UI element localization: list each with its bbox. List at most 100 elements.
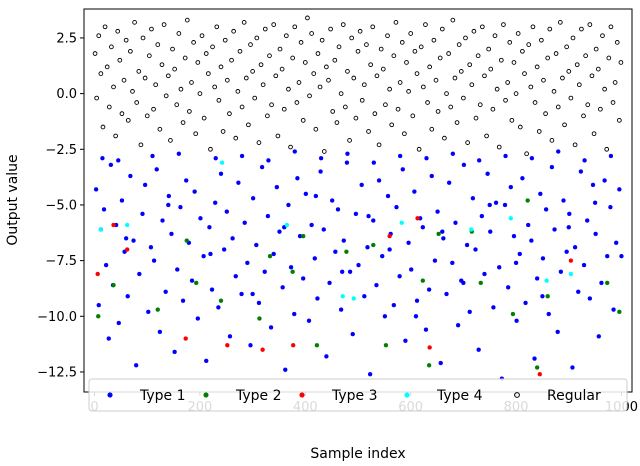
data-point: [427, 345, 432, 350]
data-point: [227, 111, 232, 117]
data-point: [572, 245, 578, 250]
data-point: [544, 278, 549, 283]
data-point: [328, 26, 333, 32]
data-point: [212, 84, 218, 90]
data-point: [198, 216, 203, 221]
data-point: [138, 142, 144, 148]
legend-entry: Type 2: [203, 388, 282, 404]
data-point: [267, 53, 272, 59]
data-point: [453, 220, 458, 225]
data-point: [169, 231, 174, 237]
data-point: [394, 204, 399, 210]
data-point: [471, 28, 477, 34]
legend-label: Type 2: [235, 388, 282, 404]
data-point: [111, 84, 116, 90]
data-point: [539, 37, 544, 43]
data-point: [324, 354, 329, 359]
data-point: [564, 249, 569, 254]
data-point: [532, 356, 537, 361]
data-point: [315, 51, 321, 56]
data-point: [218, 298, 224, 303]
data-point: [151, 258, 157, 263]
series-5: [92, 15, 624, 157]
data-point: [265, 113, 270, 119]
data-point: [409, 267, 414, 272]
data-point: [587, 22, 593, 27]
data-point: [371, 160, 377, 165]
data-point: [341, 238, 346, 243]
data-point: [585, 102, 591, 108]
data-point: [549, 138, 555, 143]
data-point: [174, 102, 180, 108]
data-point: [237, 48, 243, 54]
data-point: [611, 307, 616, 312]
data-point: [508, 216, 514, 221]
data-point: [207, 225, 212, 230]
data-point: [96, 314, 101, 319]
data-point: [233, 274, 238, 279]
data-point: [100, 155, 105, 161]
data-point: [306, 318, 312, 323]
data-point: [598, 106, 603, 112]
data-point: [246, 122, 251, 128]
data-point: [608, 24, 614, 30]
data-point: [266, 158, 271, 163]
data-point: [183, 336, 188, 341]
data-point: [530, 24, 536, 30]
data-point: [104, 64, 110, 70]
data-point: [277, 229, 282, 234]
data-point: [345, 151, 350, 156]
data-point: [438, 360, 443, 366]
data-point: [581, 262, 587, 268]
data-point: [102, 24, 108, 30]
data-point: [350, 331, 355, 337]
data-point: [339, 269, 345, 274]
data-point: [176, 151, 182, 156]
data-point: [446, 180, 452, 185]
data-point: [119, 198, 125, 203]
data-point: [338, 91, 344, 96]
data-point: [116, 158, 121, 163]
data-point: [239, 153, 245, 159]
data-point: [313, 126, 319, 132]
y-tick-label: 0.0: [56, 87, 77, 102]
data-point: [300, 117, 306, 123]
data-point: [359, 97, 365, 103]
data-point: [614, 40, 620, 45]
data-point: [467, 309, 472, 315]
data-point: [589, 73, 595, 79]
data-point: [220, 129, 226, 134]
data-point: [517, 124, 523, 130]
data-point: [149, 26, 154, 32]
series-1: [93, 149, 624, 381]
data-point: [517, 251, 522, 257]
data-point: [132, 20, 137, 25]
data-point: [478, 280, 483, 286]
y-axis-ticks: −12.5 −10.0 −7.5 −5.0 −2.5 0.0 2.5: [37, 31, 84, 380]
data-point: [290, 55, 296, 61]
data-point: [547, 26, 553, 32]
data-point: [109, 44, 114, 50]
data-point: [290, 343, 296, 348]
data-point: [429, 126, 435, 132]
data-point: [528, 84, 534, 90]
data-point: [555, 329, 560, 335]
data-point: [476, 158, 482, 163]
data-point: [514, 318, 519, 323]
data-point: [307, 93, 312, 99]
data-point: [93, 187, 99, 192]
data-point: [286, 202, 291, 208]
data-point: [340, 294, 345, 299]
data-point: [361, 82, 367, 88]
data-point: [568, 95, 574, 101]
data-point: [532, 100, 538, 105]
data-point: [273, 73, 279, 79]
data-point: [525, 198, 530, 203]
data-point: [414, 298, 420, 303]
data-point: [168, 138, 173, 143]
data-point: [473, 247, 478, 252]
data-point: [136, 68, 142, 74]
data-point: [520, 176, 525, 181]
data-point: [476, 347, 481, 352]
data-point: [326, 77, 331, 83]
